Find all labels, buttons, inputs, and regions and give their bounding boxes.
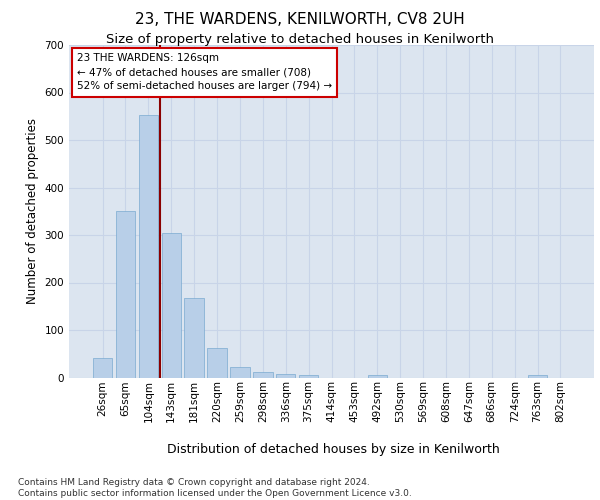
Bar (208, 348, 227, 378)
Bar (299, 375, 319, 378)
Text: Contains HM Land Registry data © Crown copyright and database right 2024.
Contai: Contains HM Land Registry data © Crown c… (18, 478, 412, 498)
Y-axis label: Number of detached properties: Number of detached properties (26, 118, 39, 304)
Bar (93, 358, 112, 378)
Bar (161, 232, 181, 378)
Bar (253, 372, 272, 378)
Bar (139, 115, 158, 378)
Bar (368, 374, 387, 378)
Bar (184, 298, 204, 378)
Text: Size of property relative to detached houses in Kenilworth: Size of property relative to detached ho… (106, 32, 494, 46)
Bar (528, 374, 547, 378)
Bar (230, 366, 250, 378)
Text: 23, THE WARDENS, KENILWORTH, CV8 2UH: 23, THE WARDENS, KENILWORTH, CV8 2UH (135, 12, 465, 28)
Bar (276, 374, 295, 378)
Bar (116, 211, 135, 378)
Text: Distribution of detached houses by size in Kenilworth: Distribution of detached houses by size … (167, 442, 499, 456)
Text: 23 THE WARDENS: 126sqm
← 47% of detached houses are smaller (708)
52% of semi-de: 23 THE WARDENS: 126sqm ← 47% of detached… (77, 54, 332, 92)
